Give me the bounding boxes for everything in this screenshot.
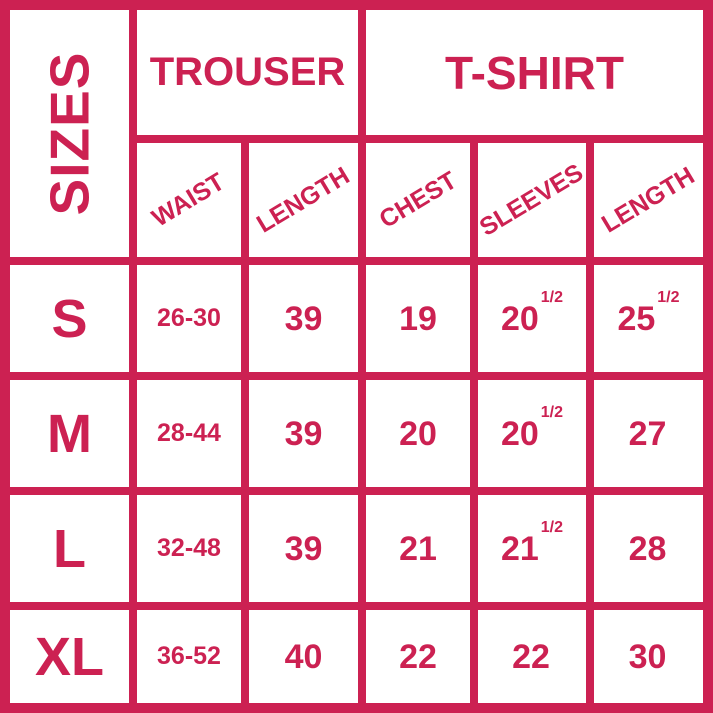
table-cell-waist: 32-48 xyxy=(137,495,241,602)
table-cell-waist: 28-44 xyxy=(137,380,241,487)
table-cell-shirt-length: 27 xyxy=(594,380,703,487)
trouser-length-value: 40 xyxy=(284,637,323,676)
sleeves-fraction: 1/2 xyxy=(540,288,564,306)
sleeves-fraction: 1/2 xyxy=(540,518,564,536)
shirt-length-value: 25 xyxy=(617,299,656,338)
trouser-length-value: 39 xyxy=(284,299,323,338)
table-cell-sleeves: 21 1/2 xyxy=(478,495,586,602)
sleeves-value-wrap: 20 1/2 xyxy=(500,404,563,453)
table-cell-trouser-length: 39 xyxy=(249,495,358,602)
column-header-waist-label: WAIST xyxy=(147,167,230,232)
column-header-trouser-length: LENGTH xyxy=(249,143,358,257)
size-label: XL xyxy=(34,626,104,687)
waist-value: 26-30 xyxy=(157,304,221,332)
chest-value: 22 xyxy=(399,637,437,676)
trouser-length-value: 39 xyxy=(284,414,323,453)
sleeves-value: 22 xyxy=(512,637,550,676)
table-cell-sleeves: 22 xyxy=(478,610,586,703)
size-label: M xyxy=(47,403,92,464)
column-header-sleeves: SLEEVES xyxy=(478,143,586,257)
group-header-trouser-label: TROUSER xyxy=(149,50,346,94)
table-cell-chest: 22 xyxy=(366,610,470,703)
column-header-chest-label: CHEST xyxy=(374,165,462,234)
column-header-shirt-length: LENGTH xyxy=(594,143,703,257)
size-label: L xyxy=(53,518,86,579)
table-cell-trouser-length: 39 xyxy=(249,265,358,372)
table-cell-trouser-length: 40 xyxy=(249,610,358,703)
waist-value: 32-48 xyxy=(157,534,221,562)
table-cell-shirt-length: 28 xyxy=(594,495,703,602)
table-cell-waist: 36-52 xyxy=(137,610,241,703)
table-row-size-label: S xyxy=(10,265,129,372)
table-cell-chest: 21 xyxy=(366,495,470,602)
chest-value: 19 xyxy=(399,299,437,338)
chest-value: 20 xyxy=(399,414,437,453)
table-cell-waist: 26-30 xyxy=(137,265,241,372)
column-header-trouser-length-label: LENGTH xyxy=(251,161,355,239)
shirt-length-value-wrap: 27 xyxy=(629,417,669,451)
table-cell-sleeves: 20 1/2 xyxy=(478,380,586,487)
sleeves-value: 20 xyxy=(500,414,539,453)
sleeves-value-wrap: 21 1/2 xyxy=(500,519,563,568)
sizes-header-cell: SIZES xyxy=(10,10,129,257)
column-header-chest: CHEST xyxy=(366,143,470,257)
sleeves-value-wrap: 20 1/2 xyxy=(500,289,563,338)
table-cell-chest: 19 xyxy=(366,265,470,372)
shirt-length-value-wrap: 25 1/2 xyxy=(617,289,679,338)
column-header-shirt-length-label: LENGTH xyxy=(596,161,700,239)
table-cell-shirt-length: 25 1/2 xyxy=(594,265,703,372)
table-cell-shirt-length: 30 xyxy=(594,610,703,703)
column-header-sleeves-label: SLEEVES xyxy=(478,157,586,242)
shirt-length-value: 30 xyxy=(628,637,667,676)
table-cell-chest: 20 xyxy=(366,380,470,487)
sizes-header-label: SIZES xyxy=(38,51,100,216)
sleeves-value: 21 xyxy=(500,529,539,568)
sleeves-value: 20 xyxy=(500,299,539,338)
table-cell-sleeves: 20 1/2 xyxy=(478,265,586,372)
shirt-length-value: 27 xyxy=(628,414,667,453)
shirt-length-value-wrap: 28 xyxy=(629,532,669,566)
waist-value: 36-52 xyxy=(157,642,221,670)
group-header-tshirt-label: T-SHIRT xyxy=(445,46,624,99)
table-row-size-label: M xyxy=(10,380,129,487)
shirt-length-value-wrap: 30 xyxy=(629,640,669,674)
group-header-tshirt: T-SHIRT xyxy=(366,10,703,135)
column-header-waist: WAIST xyxy=(137,143,241,257)
group-header-trouser: TROUSER xyxy=(137,10,358,135)
shirt-length-value: 28 xyxy=(628,529,667,568)
waist-value: 28-44 xyxy=(157,419,221,447)
table-row-size-label: L xyxy=(10,495,129,602)
table-cell-trouser-length: 39 xyxy=(249,380,358,487)
trouser-length-value: 39 xyxy=(284,529,323,568)
sleeves-fraction: 1/2 xyxy=(540,403,564,421)
table-row-size-label: XL xyxy=(10,610,129,703)
sleeves-value-wrap: 22 xyxy=(512,640,552,674)
shirt-length-fraction: 1/2 xyxy=(657,288,680,306)
size-label: S xyxy=(51,288,88,349)
chest-value: 21 xyxy=(399,529,437,568)
